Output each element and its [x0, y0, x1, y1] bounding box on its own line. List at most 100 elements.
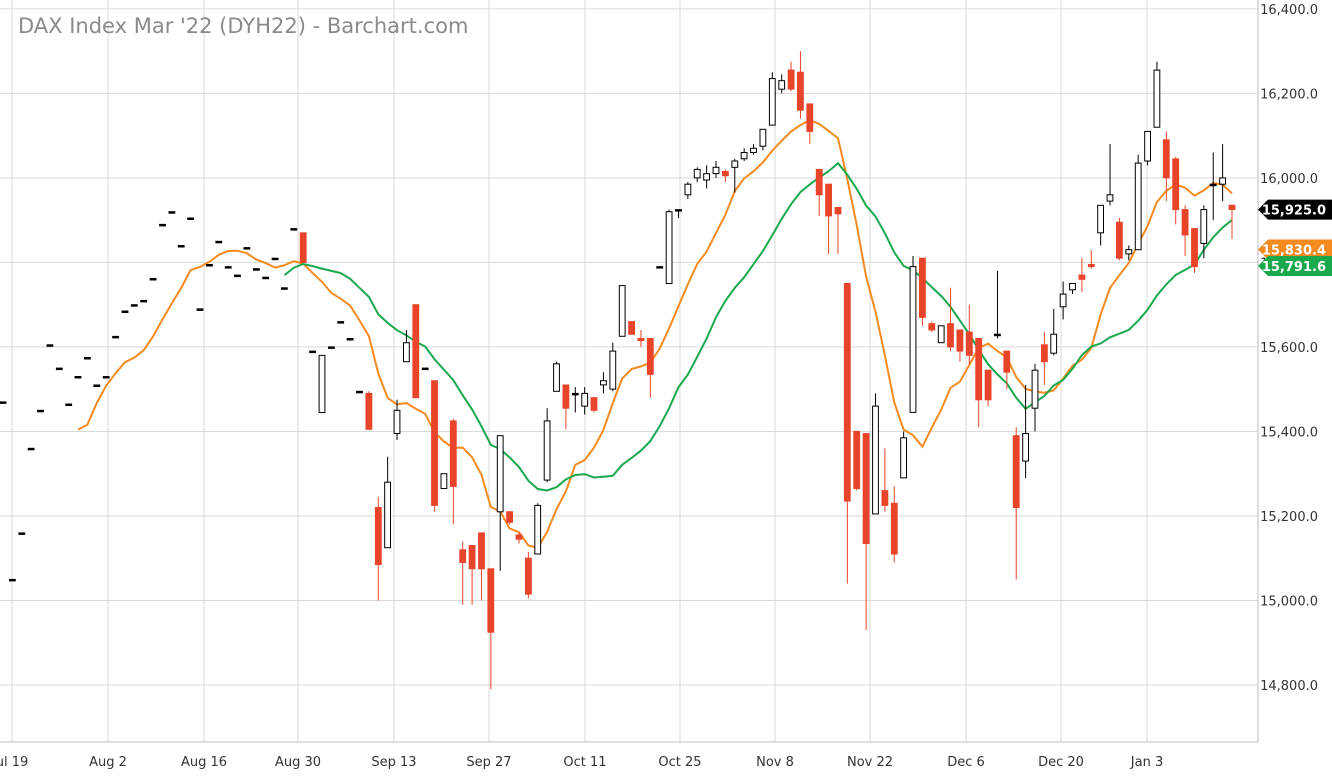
candle-body — [159, 223, 166, 227]
y-tick-label: 15,600.0 — [1260, 341, 1318, 356]
candle-body — [600, 380, 607, 386]
candle — [1153, 61, 1161, 128]
chart-title: DAX Index Mar '22 (DYH22) - Barchart.com — [18, 14, 469, 38]
candle — [703, 165, 711, 189]
candle-body — [252, 268, 260, 271]
candle-body — [1134, 162, 1142, 251]
candle-body — [515, 534, 523, 540]
candle — [74, 376, 82, 379]
candle — [1191, 228, 1198, 273]
x-tick-label: Aug 16 — [181, 755, 227, 770]
candle-body — [130, 304, 138, 307]
candle — [356, 390, 363, 394]
candle-body — [750, 147, 757, 154]
candle-body — [112, 335, 119, 339]
candle-body — [1087, 264, 1095, 268]
candle — [609, 342, 617, 392]
moving-average-line-2 — [283, 161, 1233, 492]
candle-body — [393, 409, 401, 434]
candle-body — [1078, 274, 1086, 280]
candle — [665, 209, 673, 284]
candle — [393, 399, 401, 440]
candle-body — [412, 304, 420, 399]
candle-body — [18, 532, 26, 535]
candle — [55, 367, 63, 371]
candle-body — [571, 392, 579, 396]
candle-body — [459, 549, 467, 563]
candle — [693, 167, 701, 183]
candle — [562, 384, 570, 430]
candle-body — [27, 447, 35, 451]
candle — [468, 545, 476, 605]
candle-body — [356, 390, 363, 394]
y-tick-label: 15,400.0 — [1260, 425, 1318, 440]
candle-body — [759, 128, 767, 147]
candle — [187, 217, 194, 220]
candle — [581, 387, 589, 415]
candle-body — [243, 247, 251, 250]
candle-body — [478, 532, 485, 570]
candle-body — [965, 331, 973, 356]
candle — [328, 346, 335, 349]
candle-body — [403, 342, 410, 363]
candle-body — [909, 266, 917, 413]
candle-body — [337, 321, 345, 324]
candle-body — [825, 183, 833, 217]
ma1-price-badge: 15,830.4 — [1258, 239, 1332, 260]
candle — [928, 321, 936, 333]
candle-body — [328, 346, 335, 349]
candle-body — [365, 392, 373, 430]
candle-body — [1181, 209, 1189, 236]
candle — [825, 183, 833, 254]
x-tick-label: Dec 6 — [947, 755, 985, 770]
candle-body — [121, 310, 129, 313]
candle-body — [740, 152, 748, 160]
candles — [0, 51, 1236, 690]
candle-body — [562, 384, 570, 409]
candle — [872, 393, 879, 515]
candle-body — [919, 257, 926, 318]
candle — [271, 257, 279, 261]
x-tick-label: Nov 22 — [847, 755, 893, 770]
candle-body — [553, 363, 560, 392]
candle — [1069, 283, 1076, 295]
x-tick-label: Oct 25 — [658, 755, 701, 770]
candle-body — [1022, 433, 1030, 462]
candle — [234, 274, 241, 278]
candle — [9, 578, 16, 582]
candle — [722, 169, 729, 183]
candle — [440, 473, 448, 490]
last-price-badge: 15,925.0 — [1258, 199, 1332, 220]
candle — [177, 245, 185, 248]
candle — [1181, 205, 1189, 257]
x-tick-label: Sep 27 — [466, 755, 511, 770]
candle-body — [881, 490, 889, 506]
candle — [65, 403, 73, 406]
candle — [459, 541, 467, 605]
candle-body — [384, 481, 392, 549]
candle-body — [853, 430, 861, 489]
candle — [431, 380, 438, 512]
candle-body — [581, 392, 589, 407]
candle-body — [768, 78, 776, 126]
candle — [1003, 350, 1011, 390]
candle — [281, 287, 288, 290]
candle-body — [618, 285, 626, 337]
candle-body — [290, 228, 298, 231]
candle — [224, 266, 232, 269]
candle — [1162, 131, 1170, 202]
x-tick-label: ul 19 — [0, 755, 28, 770]
candle-body — [637, 338, 645, 342]
candle — [975, 338, 983, 428]
candle-body — [37, 409, 44, 413]
candle-body — [1106, 194, 1114, 202]
candle-body — [346, 338, 354, 341]
candle-body — [468, 545, 476, 570]
candle-body — [1200, 209, 1208, 244]
candle-body — [693, 168, 701, 179]
x-tick-label: Oct 11 — [563, 755, 606, 770]
candle — [149, 278, 157, 281]
candle — [956, 329, 964, 362]
